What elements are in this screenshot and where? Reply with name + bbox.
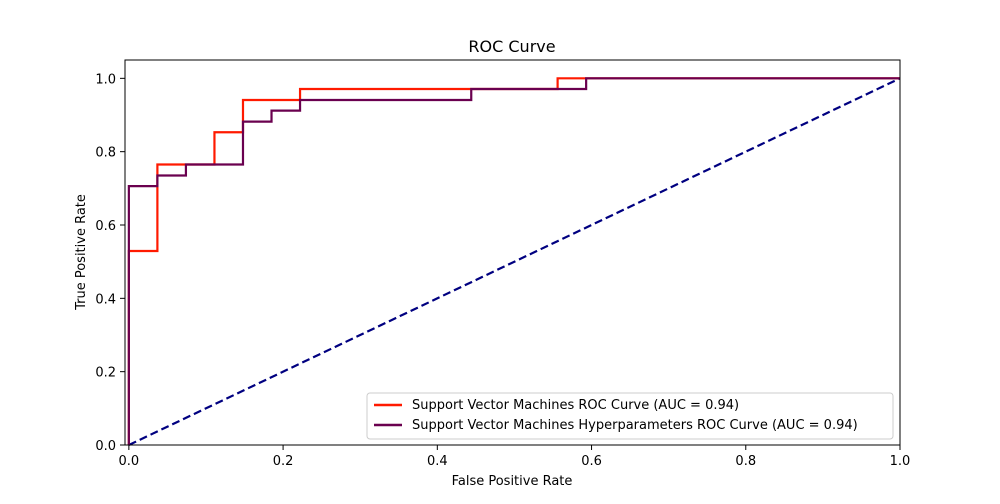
legend-label-svm-hyperparameters: Support Vector Machines Hyperparameters … (412, 418, 858, 433)
legend-box (366, 392, 894, 440)
y-axis-label: True Positive Rate (74, 194, 89, 311)
x-tick-label: 0.8 (735, 454, 756, 469)
x-tick-label: 0.2 (273, 454, 294, 469)
x-tick-label: 0.0 (119, 454, 140, 469)
legend-label-svm: Support Vector Machines ROC Curve (AUC =… (412, 398, 739, 413)
x-tick-label: 0.6 (581, 454, 602, 469)
y-tick-label: 0.0 (95, 439, 116, 454)
ticks-layer: 0.0 0.2 0.4 0.6 0.8 1.0 0.0 0.2 0.4 0.6 0.8 1.0 (95, 72, 910, 469)
svm-hyperparameters-roc-line (127, 77, 900, 445)
series-layer (127, 77, 901, 446)
x-tick-label: 1.0 (890, 454, 911, 469)
y-tick-label: 0.4 (95, 292, 116, 307)
chance-diagonal-line (128, 77, 901, 446)
y-tick-label: 0.2 (95, 366, 116, 381)
y-tick-label: 0.6 (95, 219, 116, 234)
plot-frame (124, 59, 901, 446)
y-tick-label: 0.8 (95, 146, 116, 161)
x-axis-label: False Positive Rate (452, 474, 573, 489)
y-tick-label: 1.0 (95, 72, 116, 87)
x-tick-label: 0.4 (427, 454, 448, 469)
legend: Support Vector Machines ROC Curve (AUC =… (366, 392, 894, 440)
chart-title: ROC Curve (468, 37, 555, 56)
